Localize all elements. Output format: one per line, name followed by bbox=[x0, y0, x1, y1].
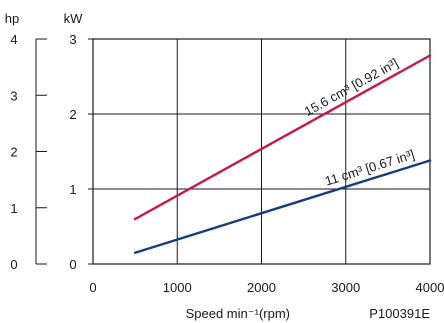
hp-unit-label: hp bbox=[5, 11, 19, 26]
hp-tick-label: 2 bbox=[10, 145, 17, 160]
x-tick-label: 3000 bbox=[331, 280, 360, 295]
labels: 0 1 2 3 0 1 2 3 4 hp kW 0 1000 2000 3000 4000 Speed min⁻… bbox=[5, 11, 444, 321]
kw-tick-label: 2 bbox=[69, 107, 76, 122]
figure-code: P100391E bbox=[369, 306, 430, 321]
kw-tick-label: 0 bbox=[69, 257, 76, 272]
x-tick-label: 0 bbox=[89, 280, 96, 295]
x-tick-label: 2000 bbox=[247, 280, 276, 295]
hp-tick-label: 3 bbox=[10, 88, 17, 103]
series-line-0 bbox=[133, 54, 432, 221]
series-label-0: 15.6 cm³ [0.92 in³] bbox=[302, 55, 401, 119]
kw-tick-label: 3 bbox=[69, 32, 76, 47]
hp-tick-label: 1 bbox=[10, 201, 17, 216]
plot-frame bbox=[92, 38, 431, 265]
series-label-1: 11 cm³ [0.67 in³] bbox=[323, 147, 416, 189]
series-line-1 bbox=[133, 159, 432, 254]
series-lines bbox=[133, 54, 432, 254]
x-tick-label: 4000 bbox=[416, 280, 444, 295]
kw-tick-label: 1 bbox=[69, 182, 76, 197]
hp-tick-label: 0 bbox=[10, 257, 17, 272]
plot-border bbox=[92, 38, 431, 265]
x-tick-label: 1000 bbox=[163, 280, 192, 295]
axes bbox=[35, 38, 93, 265]
grid bbox=[93, 39, 430, 264]
hp-tick-label: 4 bbox=[10, 32, 17, 47]
kw-unit-label: kW bbox=[64, 11, 84, 26]
x-axis-label: Speed min⁻¹(rpm) bbox=[186, 306, 290, 321]
